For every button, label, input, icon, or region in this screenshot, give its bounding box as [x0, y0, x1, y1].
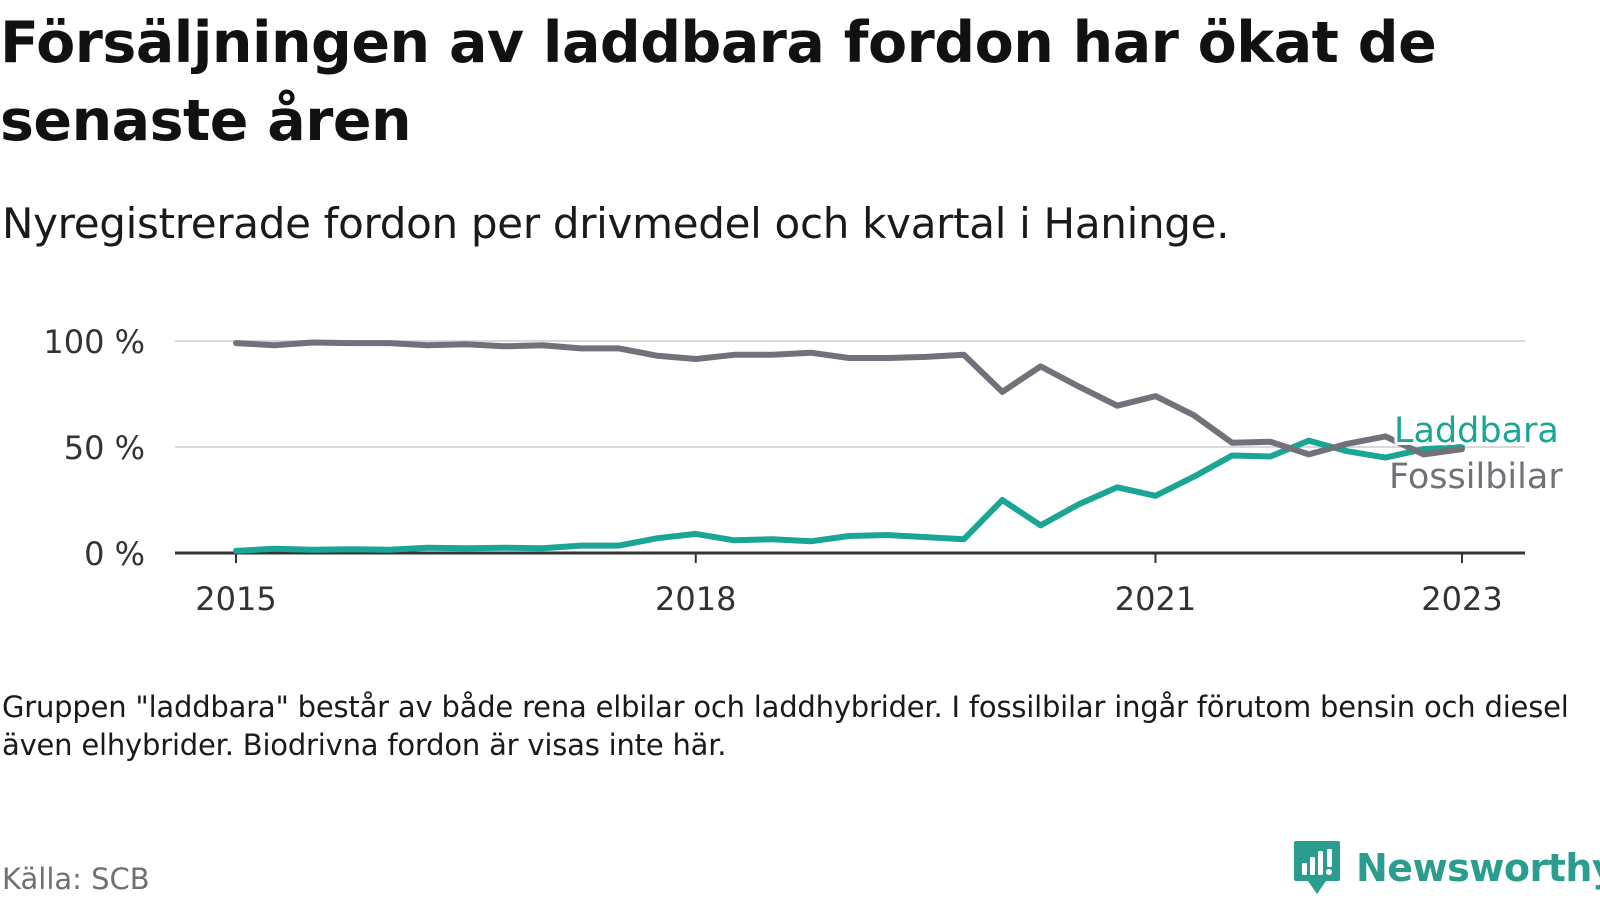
x-tick-label: 2018 — [655, 580, 736, 618]
x-tick-label: 2021 — [1115, 580, 1196, 618]
chart-subtitle: Nyregistrerade fordon per drivmedel och … — [2, 199, 1230, 248]
y-tick-label: 100 % — [43, 323, 145, 361]
chart-title: Försäljningen av laddbara fordon har öka… — [0, 10, 1437, 154]
x-tick-label: 2023 — [1421, 580, 1502, 618]
series-line-laddbara — [233, 437, 1465, 554]
y-tick-label: 0 % — [84, 535, 145, 573]
x-tick-label: 2015 — [195, 580, 276, 618]
series-label-laddbara: Laddbara — [1394, 411, 1559, 451]
brand-name: Newsworthy — [1356, 846, 1600, 890]
line-chart: 0 % 50 % 100 % 2015 2018 2021 2023 Laddbara Fos… — [43, 323, 1566, 618]
source-credit: Källa: SCB — [2, 862, 150, 896]
y-tick-label: 50 % — [64, 429, 145, 467]
newsworthy-logo-icon — [1294, 841, 1340, 894]
chart-footnote: Gruppen "laddbara" består av både rena e… — [2, 690, 1569, 762]
series-line-fossilbilar — [233, 339, 1465, 458]
brand-logo: Newsworthy — [1292, 838, 1600, 898]
series-label-fossilbilar: Fossilbilar — [1389, 457, 1563, 497]
